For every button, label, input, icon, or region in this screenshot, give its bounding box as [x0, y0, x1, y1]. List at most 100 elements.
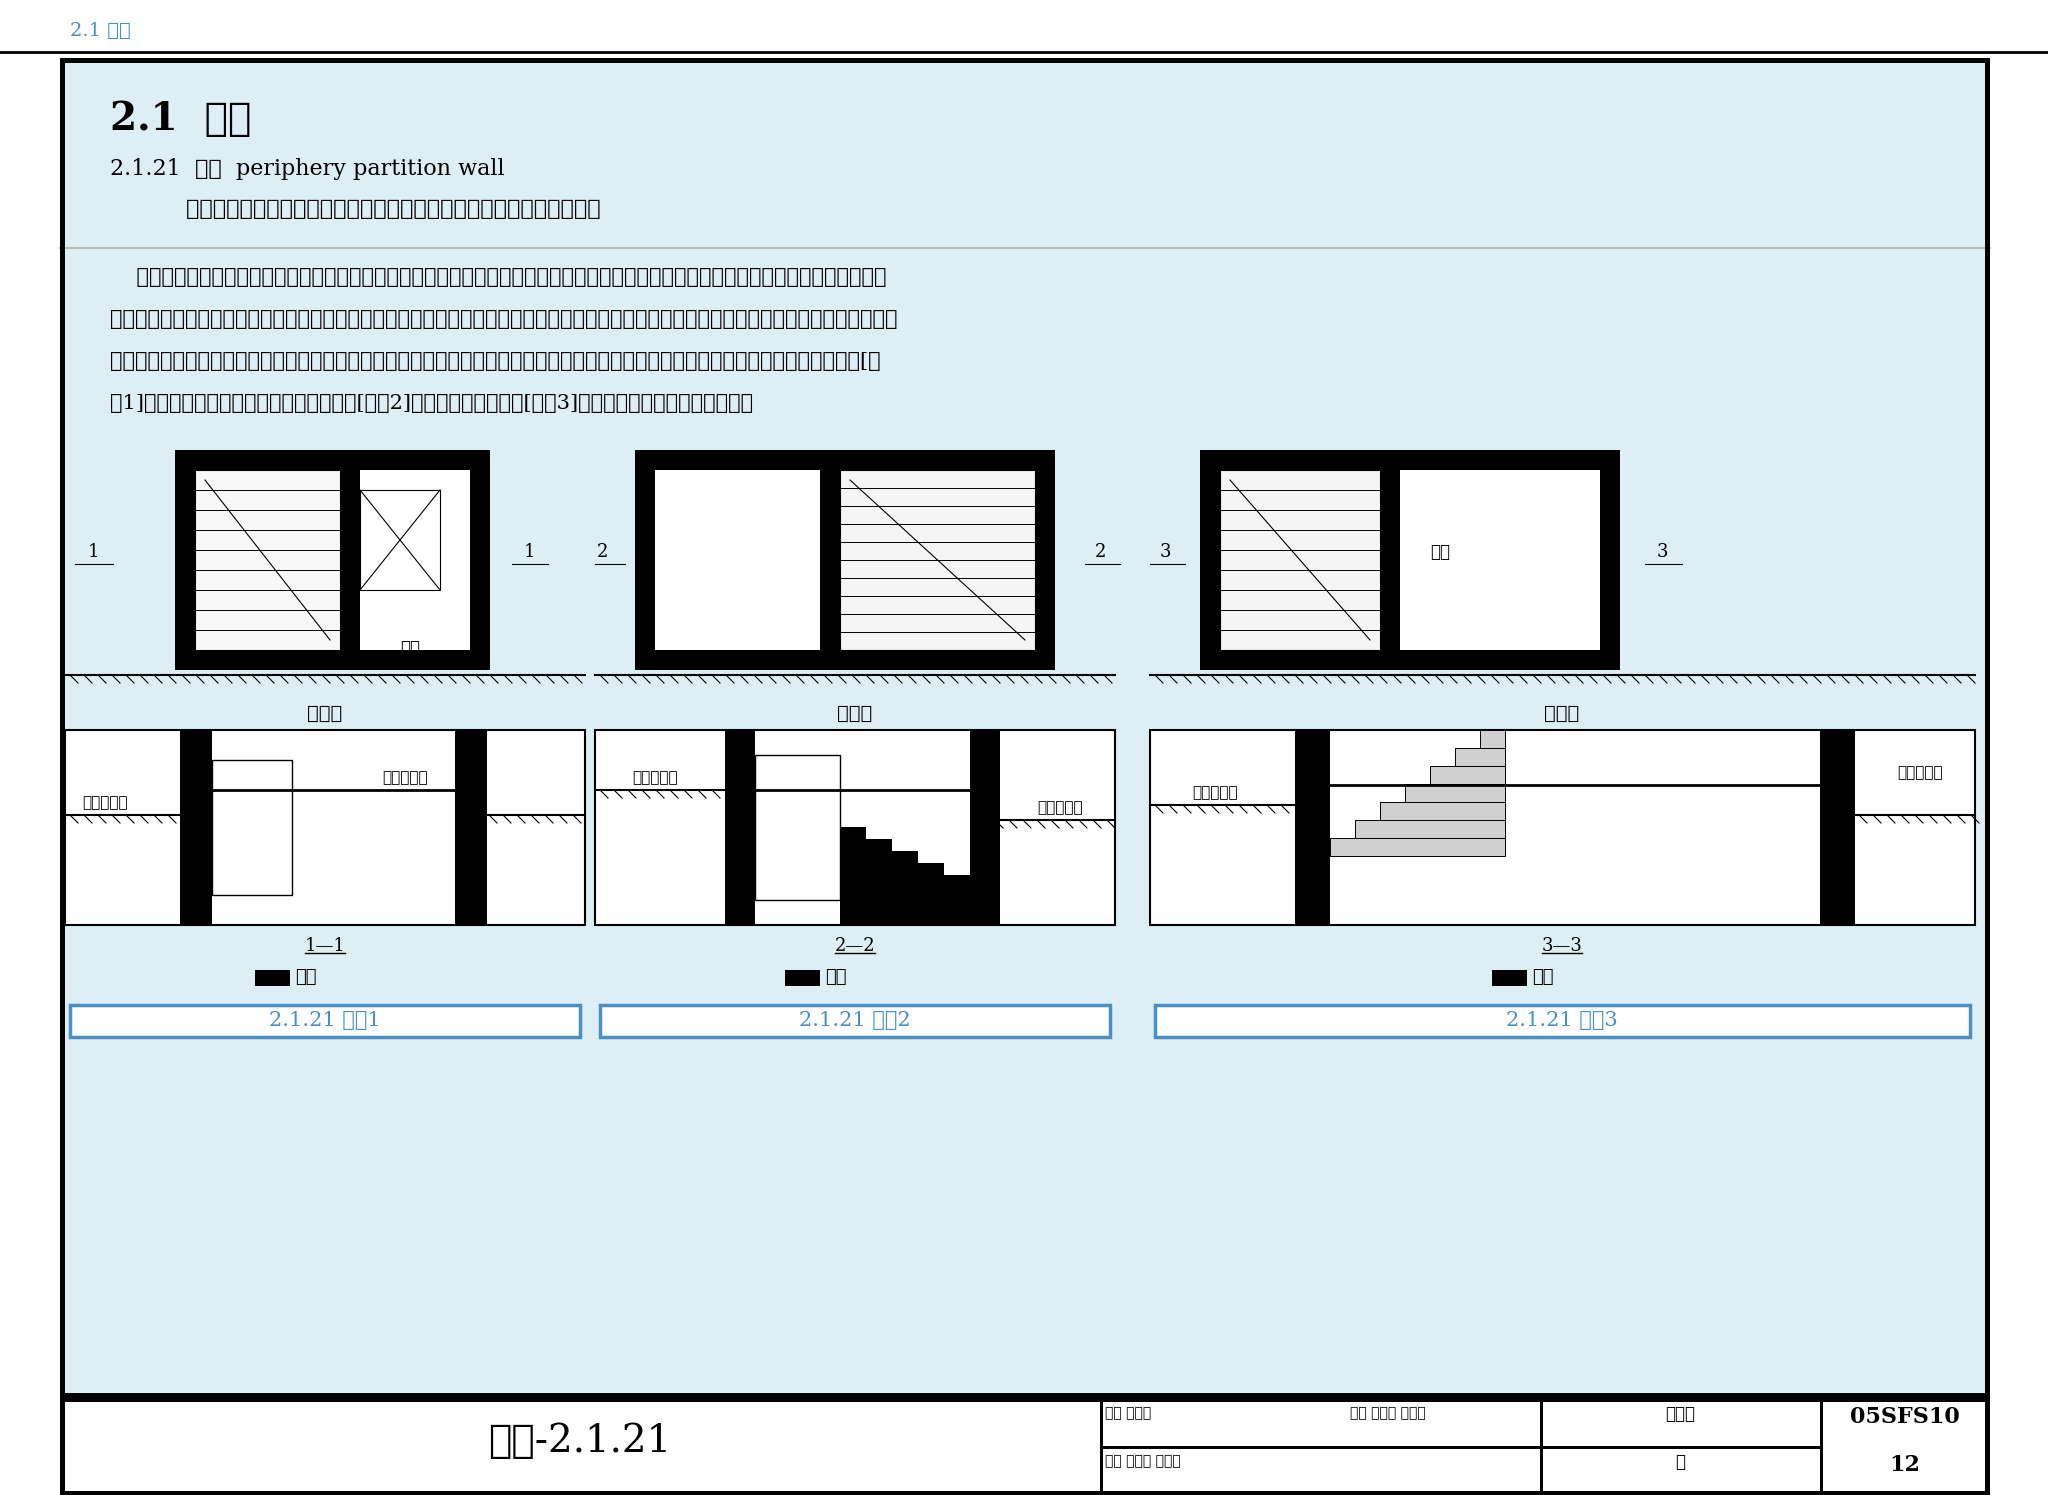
- Bar: [66, 815, 195, 925]
- Bar: [59, 1398, 66, 1495]
- Bar: [360, 490, 440, 591]
- Text: 3—3: 3—3: [1542, 937, 1583, 955]
- Bar: [66, 450, 160, 670]
- Bar: [635, 450, 1055, 670]
- Text: 校对 王烛东 王没采: 校对 王烛东 王没采: [1106, 1455, 1182, 1468]
- Bar: [1155, 1005, 1970, 1038]
- Bar: [180, 730, 213, 925]
- Bar: [1200, 450, 1221, 670]
- Bar: [1100, 1446, 1540, 1449]
- Bar: [840, 469, 1034, 650]
- Bar: [1405, 783, 1505, 801]
- Bar: [1430, 765, 1505, 783]
- Text: 2.1.21 图示3: 2.1.21 图示3: [1505, 1011, 1618, 1030]
- Bar: [59, 1491, 1991, 1495]
- Text: 2: 2: [1094, 543, 1106, 561]
- Bar: [174, 450, 195, 670]
- Bar: [1034, 450, 1055, 670]
- Text: 首层地平面: 首层地平面: [633, 771, 678, 785]
- Bar: [340, 469, 360, 650]
- Bar: [1493, 970, 1528, 987]
- Text: 审核 马希荣: 审核 马希荣: [1106, 1405, 1151, 1420]
- Bar: [866, 839, 893, 924]
- Bar: [59, 1398, 1991, 1495]
- Bar: [1401, 469, 1599, 650]
- Bar: [59, 58, 66, 1398]
- Bar: [995, 819, 1114, 925]
- Bar: [784, 970, 819, 987]
- Text: 2.1 术语: 2.1 术语: [70, 22, 131, 40]
- Bar: [1380, 469, 1401, 650]
- Text: 2.1.21 图示2: 2.1.21 图示2: [799, 1011, 911, 1030]
- Bar: [1329, 839, 1505, 857]
- Bar: [944, 875, 971, 924]
- Text: 与室外岩土接触的墙体并非都是防空地下室的外墙，外墙仅指能广承受土中压缩波作用的墙体，其中包括一侧为防空地下室的室内，另一: 与室外岩土接触的墙体并非都是防空地下室的外墙，外墙仅指能广承受土中压缩波作用的墙…: [111, 268, 887, 287]
- Text: 室内: 室内: [676, 451, 694, 469]
- Bar: [1454, 748, 1505, 765]
- Text: 室内: 室内: [399, 640, 420, 656]
- Text: 室外地平面: 室外地平面: [1192, 786, 1237, 800]
- Bar: [59, 1393, 1991, 1398]
- Bar: [174, 450, 489, 469]
- Text: 2.1.21  外墙  periphery partition wall: 2.1.21 外墙 periphery partition wall: [111, 158, 504, 179]
- Text: 页: 页: [1675, 1455, 1686, 1471]
- Text: 3: 3: [1657, 543, 1667, 561]
- Bar: [596, 789, 739, 925]
- Text: 1—1: 1—1: [305, 937, 346, 955]
- Text: 防空地下室中一侧与室外岩土接触，直接承受土中压缩波作用的墙体。: 防空地下室中一侧与室外岩土接触，直接承受土中压缩波作用的墙体。: [156, 197, 600, 220]
- Bar: [1985, 1398, 1991, 1495]
- Bar: [1624, 450, 1974, 670]
- Text: 2.1.21 图示1: 2.1.21 图示1: [268, 1011, 381, 1030]
- Bar: [475, 815, 586, 925]
- Bar: [1985, 58, 1991, 1398]
- Bar: [256, 970, 291, 987]
- Bar: [195, 469, 340, 650]
- Bar: [1599, 450, 1620, 670]
- Text: 1: 1: [88, 543, 98, 561]
- Bar: [635, 450, 655, 670]
- Text: 室外地平面: 室外地平面: [1036, 801, 1083, 815]
- Text: 首层地平面: 首层地平面: [1896, 765, 1944, 780]
- Text: 2—2: 2—2: [836, 937, 874, 955]
- Bar: [635, 650, 1055, 670]
- Bar: [59, 1398, 1991, 1402]
- Bar: [496, 450, 559, 670]
- Text: 12: 12: [1890, 1455, 1921, 1476]
- Bar: [1100, 1398, 1104, 1495]
- Bar: [1221, 469, 1380, 650]
- Text: 1: 1: [524, 543, 537, 561]
- Text: 岩土接触的墙体，虽然战时会受到土中压缩波的作用，但因允许其破坏，对其无抗力要求，故不属于外墙。用作次要出入口的室内出入口[图: 岩土接触的墙体，虽然战时会受到土中压缩波的作用，但因允许其破坏，对其无抗力要求，…: [111, 351, 881, 371]
- Bar: [596, 730, 1114, 925]
- Bar: [635, 450, 1055, 469]
- Text: 外墙: 外墙: [1532, 967, 1554, 987]
- Bar: [756, 755, 840, 900]
- Bar: [59, 58, 1991, 63]
- Bar: [725, 730, 756, 925]
- Text: 05SFS10: 05SFS10: [1849, 1405, 1960, 1428]
- Bar: [596, 450, 635, 670]
- Bar: [66, 730, 586, 925]
- Text: 侧为室外岩土的墙体，以及主要出入口、战时通风口的通道、竖井等与室外岩土接触的墙体。但次要出入口及平时通风口的通道、竖井等与室外: 侧为室外岩土的墙体，以及主要出入口、战时通风口的通道、竖井等与室外岩土接触的墙体…: [111, 309, 897, 329]
- Text: 3: 3: [1159, 543, 1171, 561]
- Bar: [1200, 450, 1620, 670]
- Bar: [1845, 815, 1974, 925]
- Text: 设计 赵贵华 举重平: 设计 赵贵华 举重平: [1350, 1405, 1425, 1420]
- Bar: [174, 650, 489, 670]
- Bar: [1151, 730, 1974, 925]
- Bar: [1200, 450, 1620, 469]
- Bar: [1200, 650, 1620, 670]
- Bar: [918, 863, 944, 924]
- Bar: [655, 469, 819, 650]
- Bar: [1540, 1446, 1823, 1449]
- Text: 首层地平面: 首层地平面: [383, 771, 428, 785]
- Bar: [1151, 450, 1190, 670]
- Text: 外墙: 外墙: [295, 967, 317, 987]
- Bar: [1151, 450, 1190, 484]
- Bar: [1380, 801, 1505, 819]
- Text: 术语-2.1.21: 术语-2.1.21: [487, 1423, 672, 1461]
- Text: 平面图: 平面图: [838, 706, 872, 724]
- Text: 2: 2: [598, 543, 608, 561]
- Bar: [600, 1005, 1110, 1038]
- Bar: [455, 730, 487, 925]
- Bar: [70, 1005, 580, 1038]
